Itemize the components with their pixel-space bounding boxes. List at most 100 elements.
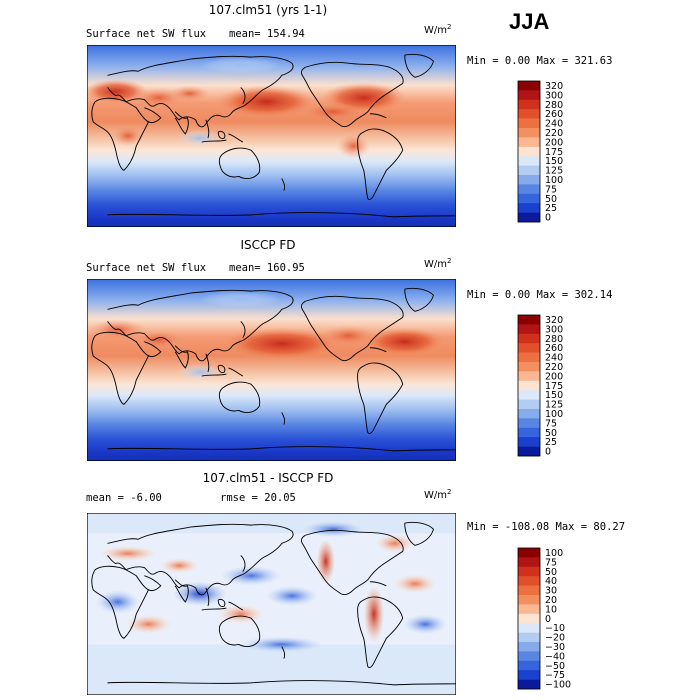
panel-obs-colorbar-tick: 280: [545, 334, 563, 345]
panel-model-colorbar-tick: 300: [545, 90, 563, 101]
panel-obs-colorbar-tick: 300: [545, 324, 563, 335]
panel-diff-colorbar-swatch: [518, 604, 540, 615]
panel-obs-colorbar-swatch: [518, 446, 540, 457]
panel-model-colorbar-swatch: [518, 109, 540, 119]
panel-diff-rmse: rmse = 20.05: [220, 492, 296, 504]
panel-diff-colorbar-tick: 100: [545, 548, 563, 559]
panel-model-mean: mean= 154.94: [229, 28, 305, 40]
panel-obs-colorbar-swatch: [518, 362, 540, 372]
panel-diff-title: 107.clm51 - ISCCP FD: [203, 471, 334, 485]
panel-model-colorbar-swatch: [518, 128, 540, 138]
panel-model-colorbar-tick: 260: [545, 109, 563, 120]
panel-diff-colorbar-swatch: [518, 679, 540, 690]
panel-model-minmax: Min = 0.00 Max = 321.63: [467, 55, 612, 67]
panel-diff-colorbar-swatch: [518, 566, 540, 577]
panel-obs-colorbar-swatch: [518, 380, 540, 391]
panel-diff-colorbar-swatch: [518, 576, 540, 586]
panel-diff-map: [87, 513, 456, 695]
panel-obs-variable: Surface net SW flux: [86, 262, 206, 274]
panel-model-colorbar-tick: 175: [545, 147, 563, 158]
panel-model: 107.clm51 (yrs 1-1) Surface net SW flux …: [86, 3, 612, 227]
panel-model-colorbar-swatch: [518, 118, 540, 129]
panel-diff-colorbar-tick: −20: [545, 633, 565, 644]
panel-diff-colorbar-swatch: [518, 585, 540, 596]
panel-model-map: [87, 45, 456, 227]
panel-obs: ISCCP FD Surface net SW flux mean= 160.9…: [86, 238, 612, 461]
panel-model-colorbar-swatch: [518, 90, 540, 101]
panel-diff: 107.clm51 - ISCCP FD mean = -6.00 rmse =…: [86, 471, 625, 695]
panel-diff-colorbar-swatch: [518, 613, 540, 624]
panel-model-colorbar-swatch: [518, 99, 540, 110]
panel-obs-colorbar-swatch: [518, 324, 540, 335]
panel-diff-colorbar-tick: 30: [545, 586, 557, 597]
panel-obs-colorbar-swatch: [518, 315, 540, 325]
panel-diff-colorbar-tick: −50: [545, 661, 565, 672]
panel-model-colorbar-swatch: [518, 156, 540, 166]
panel-diff-colorbar-tick: −40: [545, 651, 565, 662]
panel-model-colorbar-tick: 280: [545, 100, 563, 111]
panel-model-colorbar-swatch: [518, 165, 540, 176]
panel-model-variable: Surface net SW flux: [86, 28, 206, 40]
panel-obs-colorbar-tick: 0: [545, 447, 551, 458]
panel-model-colorbar-swatch: [518, 175, 540, 185]
panel-diff-mean: mean = -6.00: [86, 492, 162, 504]
panel-model-colorbar-tick: 125: [545, 166, 563, 177]
panel-obs-colorbar-swatch: [518, 333, 540, 344]
panel-diff-colorbar-tick: −10: [545, 623, 565, 634]
panel-obs-colorbar-tick: 150: [545, 390, 563, 401]
panel-diff-colorbar-tick: −100: [545, 680, 571, 691]
panel-obs-mean: mean= 160.95: [229, 262, 305, 274]
panel-obs-title: ISCCP FD: [240, 238, 295, 252]
panel-obs-colorbar-tick: 100: [545, 409, 563, 420]
panel-diff-colorbar-tick: −30: [545, 642, 565, 653]
panel-diff-colorbar-swatch: [518, 670, 540, 680]
panel-model-colorbar-tick: 320: [545, 81, 563, 92]
panel-diff-colorbar-swatch: [518, 660, 540, 671]
panel-obs-colorbar-tick: 260: [545, 343, 563, 354]
panel-model-colorbar-tick: 100: [545, 175, 563, 186]
panel-diff-colorbar-frame: [517, 547, 541, 690]
panel-model-colorbar-swatch: [518, 146, 540, 157]
panel-diff-colorbar-swatch: [518, 548, 540, 558]
panel-obs-colorbar-swatch: [518, 399, 540, 410]
panel-obs-colorbar-swatch: [518, 427, 540, 438]
panel-obs-colorbar-tick: 125: [545, 400, 563, 411]
panel-diff-colorbar-swatch: [518, 595, 540, 605]
panel-model-colorbar-tick: 220: [545, 128, 563, 139]
panel-obs-colorbar-swatch: [518, 437, 540, 447]
panel-obs-colorbar-tick: 240: [545, 353, 563, 364]
panel-model-colorbar-tick: 75: [545, 184, 557, 195]
panel-obs-colorbar-tick: 175: [545, 381, 563, 392]
panel-diff-colorbar-swatch: [518, 623, 540, 633]
panel-obs-colorbar-swatch: [518, 409, 540, 419]
panel-model-colorbar-swatch: [518, 203, 540, 213]
panel-obs-colorbar-tick: 50: [545, 428, 557, 439]
panel-obs-colorbar-swatch: [518, 418, 540, 429]
panel-model-colorbar-swatch: [518, 184, 540, 195]
panel-model-colorbar-tick: 240: [545, 119, 563, 130]
panel-diff-colorbar-tick: 40: [545, 576, 557, 587]
panel-model-colorbar-swatch: [518, 212, 540, 223]
panel-diff-units: W/m2: [424, 488, 451, 501]
panel-obs-colorbar-tick: 200: [545, 371, 563, 382]
panel-model-colorbar-frame: [517, 80, 541, 223]
panel-obs-colorbar-tick: 75: [545, 418, 557, 429]
panel-diff-colorbar-swatch: [518, 642, 540, 652]
panel-model-colorbar-tick: 50: [545, 194, 557, 205]
panel-obs-colorbar-tick: 25: [545, 437, 557, 448]
panel-model-colorbar-swatch: [518, 137, 540, 148]
panel-model-colorbar-tick: 150: [545, 156, 563, 167]
panel-diff-colorbar-tick: 10: [545, 604, 557, 615]
panel-diff-colorbar-swatch: [518, 557, 540, 568]
panel-diff-colorbar-tick: 20: [545, 595, 557, 606]
panel-obs-minmax: Min = 0.00 Max = 302.14: [467, 289, 612, 301]
panel-diff-colorbar-tick: 75: [545, 557, 557, 568]
panel-model-units: W/m2: [424, 23, 451, 36]
panel-model-colorbar-tick: 25: [545, 203, 557, 214]
panel-diff-minmax: Min = -108.08 Max = 80.27: [467, 521, 625, 533]
panel-model-colorbar-tick: 0: [545, 213, 551, 224]
panel-obs-colorbar-tick: 220: [545, 362, 563, 373]
